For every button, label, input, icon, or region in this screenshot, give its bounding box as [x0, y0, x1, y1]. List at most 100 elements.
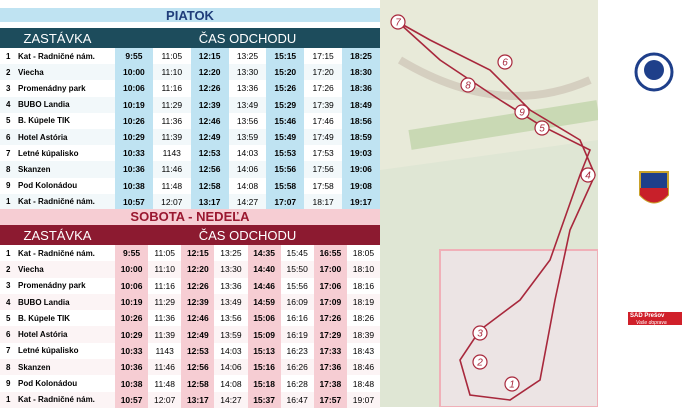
- time-cell: 16:26: [286, 362, 308, 373]
- time-cell: 17:38: [313, 375, 347, 392]
- time-cell: 12:39: [190, 96, 229, 113]
- time-cell: 18:17: [312, 196, 334, 207]
- time-cell: 10:26: [115, 310, 149, 327]
- time-cell: 10:26: [115, 112, 153, 129]
- time-cell: 17:58: [312, 180, 334, 191]
- stop-number: 2: [6, 264, 11, 274]
- time-cell: 14:46: [247, 277, 281, 294]
- time-cell: 13:56: [220, 313, 242, 324]
- time-cell: 12:58: [190, 177, 229, 194]
- stop-number: 1: [6, 197, 11, 207]
- stop-number: 5: [6, 116, 11, 126]
- time-cell: 19:03: [342, 145, 380, 162]
- time-cell: 14:35: [247, 245, 281, 262]
- timetable-row: 5 B. Kúpele TIK 10:26 11:36 12:46 13:56 15:46 1…: [0, 112, 380, 129]
- stop-number: 3: [6, 83, 11, 93]
- time-cell: 14:03: [236, 148, 259, 159]
- time-cell: 15:58: [266, 177, 305, 194]
- stop-cell: 7 Letné kúpalisko: [0, 343, 115, 359]
- time-cell: 18:39: [352, 329, 375, 340]
- timetable-row: 6 Hotel Astória 10:29 11:39 12:49 13:59 15:49 1…: [0, 128, 380, 146]
- stop-cell: 7 Letné kúpalisko: [0, 145, 115, 161]
- time-cell: 12:20: [190, 64, 229, 81]
- stop-cell: 8 Skanzen: [0, 161, 115, 177]
- time-cell: 17:26: [313, 310, 347, 327]
- header-row: ZASTÁVKA ČAS ODCHODU: [0, 28, 380, 48]
- stop-number: 1: [6, 248, 11, 258]
- timetable-row: 4 BUBO Landia 10:19 11:29 12:39 13:49 14:59 16:…: [0, 293, 380, 311]
- stop-cell: 6 Hotel Astória: [0, 129, 115, 145]
- time-cell: 10:36: [115, 161, 153, 178]
- stop-number: 4: [6, 100, 11, 110]
- time-cell: 17:49: [312, 132, 334, 143]
- stop-name: B. Kúpele TIK: [18, 313, 71, 323]
- time-cell: 11:16: [161, 83, 183, 94]
- time-cell: 15:26: [266, 80, 305, 97]
- time-cell: 10:38: [115, 177, 153, 194]
- timetable-row: 8 Skanzen 10:36 11:46 12:56 14:06 15:56 17:56 19…: [0, 161, 380, 178]
- time-cell: 12:49: [181, 326, 215, 343]
- time-cell: 12:49: [190, 128, 229, 146]
- time-cell: 18:26: [352, 313, 375, 324]
- time-cell: 17:46: [312, 115, 334, 126]
- time-cell: 15:53: [266, 145, 305, 162]
- time-cell: 18:46: [352, 362, 375, 373]
- stop-name: Viecha: [18, 67, 44, 77]
- stop-number: 6: [6, 132, 11, 142]
- time-cell: 10:33: [115, 342, 149, 360]
- stop-name: BUBO Landia: [18, 297, 70, 307]
- time-cell: 15:37: [247, 391, 281, 408]
- time-cell: 16:55: [313, 245, 347, 262]
- time-cell: 17:06: [313, 277, 347, 294]
- timetable-row: 1 Kat - Radničné nám. 9:55 11:05 12:15 13:25 1…: [0, 245, 380, 262]
- timetable-row: 3 Promenádny park 10:06 11:16 12:26 13:36 15:2…: [0, 80, 380, 97]
- time-cell: 10:33: [115, 145, 153, 162]
- time-cell: 11:05: [161, 51, 183, 62]
- time-cell: 15:46: [266, 112, 305, 129]
- timetable-row: 7 Letné kúpalisko 10:33 1143 12:53 14:03 15:53…: [0, 145, 380, 162]
- stop-cell: 1 Kat - Radničné nám.: [0, 48, 115, 64]
- time-cell: 15:56: [286, 280, 308, 291]
- time-cell: 12:26: [181, 277, 215, 294]
- time-cell: 10:57: [115, 193, 153, 210]
- timetable-row: 1 Kat - Radničné nám. 10:57 12:07 13:17 14:27…: [0, 193, 380, 210]
- time-cell: 11:29: [154, 297, 175, 308]
- time-cell: 12:15: [181, 245, 215, 262]
- time-cell: 18:25: [342, 48, 380, 65]
- time-cell: 9:55: [115, 245, 149, 262]
- time-cell: 18:56: [342, 112, 380, 129]
- weekend-section: SOBOTA - NEDEĽA ZASTÁVKA ČAS ODCHODU 1 Kat …: [0, 209, 380, 408]
- time-cell: 19:17: [342, 193, 380, 210]
- time-cell: 1143: [155, 345, 174, 356]
- map-stop-label: 9: [519, 108, 525, 119]
- timetable-row: 9 Pod Kolonádou 10:38 11:48 12:58 14:08 15:18 1…: [0, 375, 380, 392]
- time-cell: 17:09: [313, 293, 347, 311]
- timetable: ZASTÁVKA ČAS ODCHODU 1 Kat - Radničné nám. 9…: [0, 225, 380, 408]
- stop-cell: 6 Hotel Astória: [0, 326, 115, 342]
- stop-number: 7: [6, 148, 11, 158]
- map-stop-marker: [580, 167, 596, 183]
- header-cell: ZASTÁVKA: [23, 227, 92, 243]
- timetable-row: 2 Viecha 10:00 11:10 12:20 13:30 15:20 17:20 18:…: [0, 64, 380, 81]
- time-cell: 15:56: [266, 161, 305, 178]
- time-cell: 15:18: [247, 375, 281, 392]
- time-cell: 18:36: [342, 80, 380, 97]
- time-cell: 15:49: [266, 128, 305, 146]
- time-cell: 12:15: [190, 48, 229, 65]
- time-cell: 11:05: [154, 248, 175, 259]
- time-cell: 14:08: [220, 378, 242, 389]
- header-cell: ČAS ODCHODU: [198, 227, 297, 243]
- logos: SAD Prešov Vaše doprava: [628, 52, 682, 326]
- time-cell: 15:45: [286, 248, 308, 259]
- time-cell: 17:20: [312, 67, 334, 78]
- time-cell: 19:06: [342, 161, 380, 178]
- time-cell: 12:46: [190, 112, 229, 129]
- time-cell: 11:36: [161, 115, 183, 126]
- timetable-row: 1 Kat - Radničné nám. 10:57 12:07 13:17 14:27…: [0, 391, 380, 408]
- time-cell: 18:16: [352, 280, 375, 291]
- stop-name: Skanzen: [18, 164, 51, 174]
- time-cell: 18:19: [352, 297, 375, 308]
- time-cell: 15:15: [266, 48, 305, 65]
- map-stop-marker: [460, 77, 476, 93]
